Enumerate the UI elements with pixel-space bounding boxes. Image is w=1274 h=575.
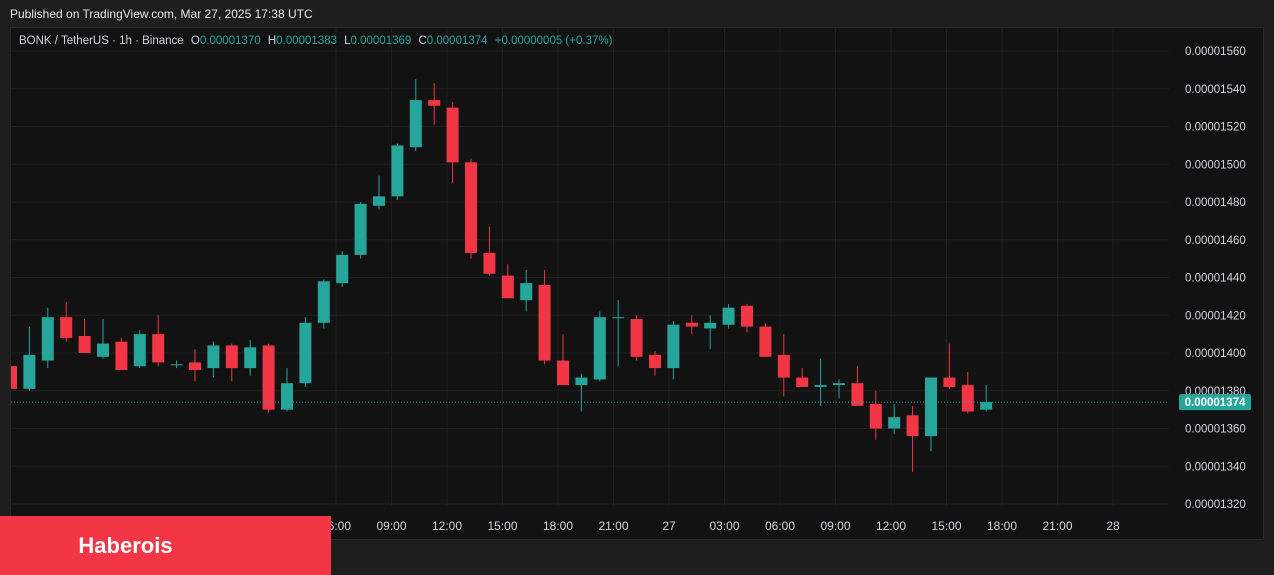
y-tick-label: 0.00001540	[1185, 84, 1246, 96]
candle-body	[557, 360, 569, 386]
candle-body	[833, 383, 845, 386]
symbol-label[interactable]: BONK / TetherUS · 1h · Binance	[19, 35, 184, 47]
candle-body	[97, 343, 109, 357]
candle-body	[704, 322, 717, 329]
candle-body	[538, 285, 551, 361]
x-tick-label: 09:00	[820, 519, 850, 533]
candle-body	[961, 385, 974, 412]
candle-body	[354, 203, 367, 255]
close-value: 0.00001374	[426, 35, 488, 47]
candle-body	[465, 162, 477, 253]
candle-body	[777, 354, 790, 378]
x-tick-label: 18:00	[543, 519, 573, 533]
candle-body	[741, 305, 753, 327]
brand-banner: Haberois	[0, 516, 331, 575]
low-label: L	[344, 35, 351, 47]
candle-body	[373, 196, 385, 206]
chart-frame[interactable]: 0.00001560 0.00001540 0.00001520 0.00001500…	[10, 27, 1264, 540]
y-tick-label: 0.00001480	[1185, 197, 1246, 209]
y-tick-label: 0.00001360	[1185, 424, 1246, 436]
candle-body	[612, 317, 625, 319]
candle-body	[281, 383, 293, 410]
candle-body	[649, 354, 661, 369]
candle-body	[11, 366, 17, 389]
last-price-label: 0.00001374	[1185, 397, 1246, 409]
candle-body	[23, 354, 36, 389]
y-tick-label: 0.00001320	[1185, 499, 1246, 511]
candle-body	[943, 377, 956, 387]
candle-body	[851, 383, 864, 406]
candle-body	[60, 317, 73, 338]
candle-body	[814, 385, 827, 387]
x-tick-label: 28	[1106, 519, 1120, 533]
candle-body	[980, 402, 993, 410]
candle-body	[170, 364, 183, 366]
candle-body	[133, 334, 146, 367]
x-tick-label: 27	[662, 519, 676, 533]
x-tick-label: 21:00	[598, 519, 628, 533]
candle-body	[428, 100, 441, 106]
x-tick-label: 18:00	[987, 519, 1017, 533]
candle-body	[299, 322, 312, 384]
close-label: C	[418, 35, 427, 47]
x-tick-label: 15:00	[931, 519, 961, 533]
y-tick-label: 0.00001560	[1185, 46, 1246, 58]
x-tick-label: 12:00	[432, 519, 462, 533]
candle-body	[759, 326, 772, 357]
candle-body	[667, 324, 680, 369]
x-tick-label: 12:00	[876, 519, 906, 533]
candle-body	[115, 341, 128, 370]
y-tick-label: 0.00001460	[1185, 235, 1246, 247]
candle-body	[152, 334, 165, 363]
candle-body	[925, 377, 937, 437]
candle-body	[446, 107, 459, 163]
published-caption: Published on TradingView.com, Mar 27, 20…	[10, 7, 313, 21]
low-value: 0.00001369	[350, 35, 412, 47]
candle-body	[391, 145, 404, 197]
candlestick-chart[interactable]: 0.00001560 0.00001540 0.00001520 0.00001500…	[11, 28, 1263, 539]
x-tick-label: 21:00	[1042, 519, 1072, 533]
candle-body	[483, 252, 496, 274]
x-tick-label: 06:00	[765, 519, 795, 533]
symbol-legend: BONK / TetherUS · 1h · Binance O0.000013…	[19, 35, 612, 47]
y-tick-label: 0.00001400	[1185, 348, 1246, 360]
y-tick-label: 0.00001520	[1185, 122, 1246, 134]
x-tick-label: 09:00	[376, 519, 406, 533]
open-label: O	[190, 35, 200, 47]
candle-body	[262, 345, 275, 410]
candle-body	[575, 377, 588, 386]
x-tick-label: 15:00	[487, 519, 517, 533]
x-tick-label: 03:00	[709, 519, 739, 533]
y-tick-label: 0.00001340	[1185, 461, 1246, 473]
high-label: H	[267, 35, 277, 47]
candle-body	[869, 403, 882, 429]
brand-text: Haberois	[78, 532, 173, 558]
candle-body	[685, 322, 698, 327]
candle-body	[207, 345, 220, 369]
candle-body	[244, 347, 257, 369]
candle-body	[78, 336, 91, 353]
last-price-badge	[1179, 394, 1251, 411]
candle-body	[189, 362, 201, 370]
candle-body	[225, 345, 238, 369]
candle-body	[906, 415, 919, 437]
candle-body	[336, 254, 349, 284]
open-value: 0.00001370	[199, 35, 261, 47]
y-tick-label: 0.00001420	[1185, 310, 1246, 322]
y-tick-label: 0.00001500	[1185, 159, 1246, 171]
change-value: +0.00000005 (+0.37%)	[494, 35, 613, 47]
candle-body	[722, 307, 735, 325]
candle-body	[888, 417, 901, 429]
y-tick-label: 0.00001440	[1185, 273, 1246, 285]
candle-body	[520, 283, 533, 301]
candle-body	[501, 275, 514, 299]
candle-body	[630, 319, 643, 357]
candle-body	[409, 100, 422, 148]
candle-body	[796, 377, 809, 387]
candle-body	[41, 317, 54, 361]
candle-body	[593, 317, 606, 380]
high-value: 0.00001383	[276, 35, 337, 47]
candle-body	[317, 281, 330, 323]
